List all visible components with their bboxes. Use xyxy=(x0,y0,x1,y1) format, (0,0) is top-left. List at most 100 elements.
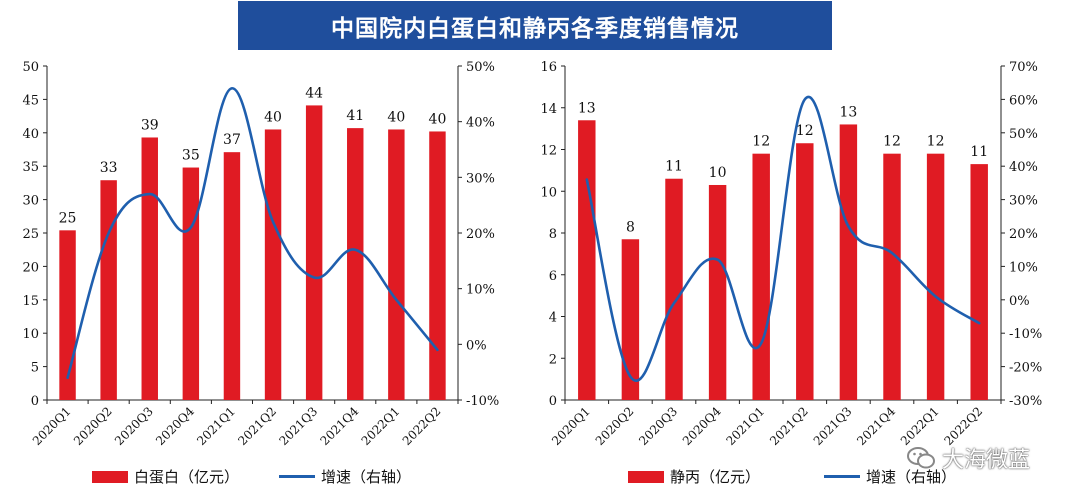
bar xyxy=(752,153,770,400)
bar xyxy=(839,124,858,400)
line-legend-label: 增速（右轴） xyxy=(866,468,957,486)
left-tick-label: 20 xyxy=(22,260,39,275)
x-tick-label: 2020Q4 xyxy=(680,404,724,448)
bar xyxy=(182,167,200,400)
line-legend-swatch xyxy=(279,475,316,478)
right-tick-label: 30% xyxy=(466,171,495,186)
wechat-icon xyxy=(906,447,935,469)
bar-value-label: 11 xyxy=(665,159,683,175)
right-tick-label: 10% xyxy=(1009,260,1038,275)
bar xyxy=(708,184,727,400)
x-tick-label: 2021Q3 xyxy=(276,404,320,448)
bar xyxy=(100,180,117,400)
bar xyxy=(347,128,364,400)
bar xyxy=(970,164,988,400)
x-tick-label: 2020Q2 xyxy=(593,404,637,448)
x-tick-label: 2020Q1 xyxy=(549,404,593,448)
watermark-text: 大海微蓝 xyxy=(941,448,1030,473)
line-legend-label: 增速（右轴） xyxy=(321,468,412,486)
bar-value-label: 8 xyxy=(626,219,635,235)
bar-value-label: 12 xyxy=(927,134,945,150)
bar-value-label: 13 xyxy=(578,100,596,116)
left-tick-label: 0 xyxy=(31,394,39,409)
bar-value-label: 35 xyxy=(182,148,200,164)
right-tick-label: 50% xyxy=(466,60,495,75)
right-tick-label: 70% xyxy=(1009,60,1038,75)
x-tick-label: 2020Q3 xyxy=(112,404,156,448)
right-tick-label: 40% xyxy=(466,116,495,131)
x-tick-label: 2020Q2 xyxy=(71,404,115,448)
bar xyxy=(305,105,323,401)
bar xyxy=(264,129,282,400)
bar xyxy=(926,153,945,400)
bar-legend-label: 白蛋白（亿元） xyxy=(134,468,240,486)
x-tick-label: 2022Q2 xyxy=(400,404,444,448)
albumin-legend: 白蛋白（亿元） 增速（右轴） xyxy=(92,466,411,487)
left-tick-label: 10 xyxy=(540,185,557,200)
right-tick-label: 60% xyxy=(1009,93,1038,108)
right-tick-label: 20% xyxy=(466,227,495,242)
albumin-chart: 0 5 10 15 20 25 30 35 40 45 50 -10% 0% 10% 20% 30% 40% 50… xyxy=(22,60,499,448)
bar-legend-swatch xyxy=(92,470,128,483)
bar-value-label: 39 xyxy=(141,117,159,133)
left-tick-label: 14 xyxy=(540,102,557,117)
right-tick-label: 40% xyxy=(1009,160,1038,175)
left-tick-label: 15 xyxy=(22,294,39,309)
growth-line xyxy=(585,95,981,382)
x-tick-label: 2021Q1 xyxy=(194,404,238,448)
bar xyxy=(578,120,596,401)
bar-legend-swatch xyxy=(628,470,664,483)
x-tick-label: 2021Q1 xyxy=(723,404,767,448)
right-tick-label: 0% xyxy=(1009,294,1030,309)
bar-value-label: 33 xyxy=(100,160,118,176)
left-tick-label: 5 xyxy=(31,361,39,376)
x-tick-label: 2020Q4 xyxy=(153,404,197,448)
bar-value-label: 11 xyxy=(970,144,988,160)
watermark: 大海微蓝 xyxy=(906,442,1030,474)
bar-value-label: 44 xyxy=(305,85,323,101)
x-tick-label: 2021Q2 xyxy=(235,404,279,448)
page-title: 中国院内白蛋白和静丙各季度销售情况 xyxy=(238,1,832,50)
right-tick-label: 0% xyxy=(466,338,487,353)
bar-value-label: 12 xyxy=(752,134,770,150)
bar-value-label: 37 xyxy=(223,132,241,148)
bar-value-label: 40 xyxy=(264,109,282,125)
bar xyxy=(388,129,405,400)
right-tick-label: 50% xyxy=(1009,127,1038,142)
bar xyxy=(883,153,901,400)
ivig-legend: 静丙（亿元） 增速（右轴） xyxy=(628,466,956,487)
x-tick-label: 2022Q1 xyxy=(359,404,403,448)
left-tick-label: 25 xyxy=(22,227,39,242)
line-legend-swatch xyxy=(824,475,861,478)
left-tick-label: 6 xyxy=(549,269,557,284)
right-tick-label: 20% xyxy=(1009,227,1038,242)
bar-value-label: 40 xyxy=(387,109,405,125)
bar xyxy=(141,137,158,400)
x-tick-label: 2020Q3 xyxy=(636,404,680,448)
bar xyxy=(621,239,640,400)
ivig-chart: 0 2 4 6 8 10 12 14 16 -30% -20% -10% 0% 10% 20% 30% 40% 5… xyxy=(540,60,1042,448)
x-tick-label: 2021Q3 xyxy=(811,404,855,448)
right-tick-label: -10% xyxy=(1009,327,1042,342)
left-tick-label: 16 xyxy=(540,60,557,75)
right-tick-label: -30% xyxy=(1009,394,1042,409)
bar xyxy=(429,131,446,401)
right-tick-label: 10% xyxy=(466,283,495,298)
bar-value-label: 10 xyxy=(709,165,727,181)
left-tick-label: 4 xyxy=(549,311,557,326)
right-tick-label: -10% xyxy=(466,394,499,409)
left-tick-label: 35 xyxy=(22,160,39,175)
right-tick-label: 30% xyxy=(1009,194,1038,209)
bar-value-label: 40 xyxy=(429,111,447,127)
left-tick-label: 45 xyxy=(22,93,39,108)
growth-line xyxy=(66,86,439,380)
bar-value-label: 13 xyxy=(839,104,857,120)
bar xyxy=(223,152,241,400)
left-tick-label: 30 xyxy=(22,194,39,209)
x-tick-label: 2021Q4 xyxy=(318,404,362,448)
x-tick-label: 2020Q1 xyxy=(30,404,74,448)
bar-legend-label: 静丙（亿元） xyxy=(670,468,761,486)
left-tick-label: 0 xyxy=(549,394,557,409)
left-tick-label: 10 xyxy=(22,327,39,342)
